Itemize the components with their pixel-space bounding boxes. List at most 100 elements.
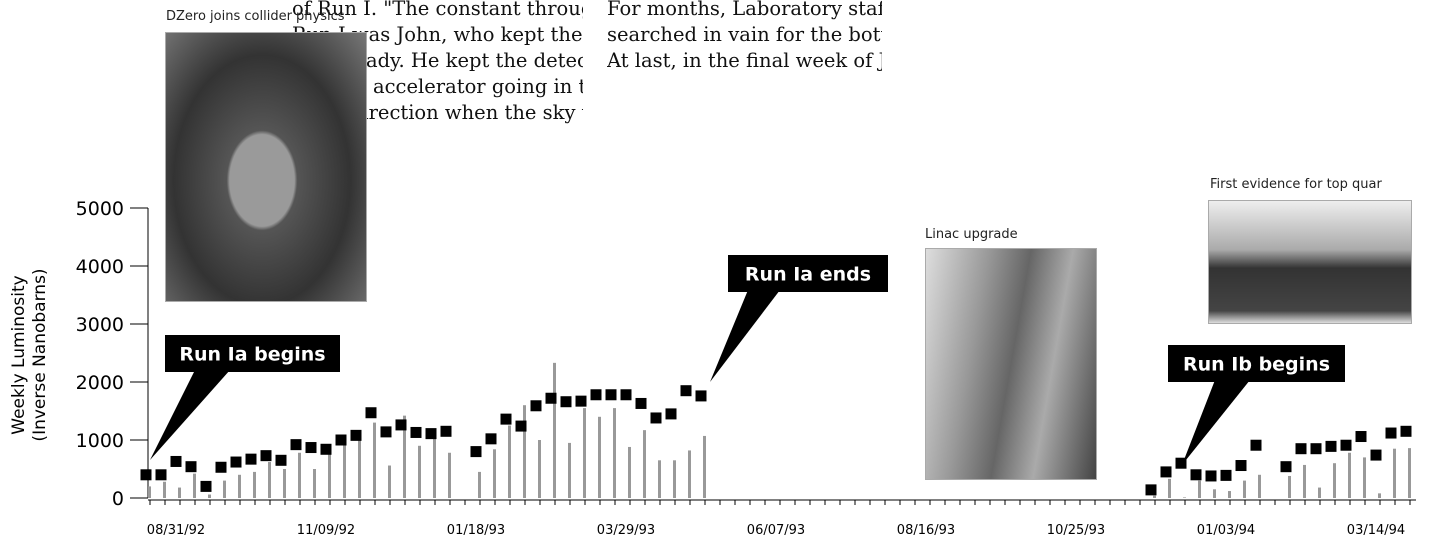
x-tick-label: 01/18/93	[447, 523, 505, 538]
y-tick-label: 5000	[76, 198, 124, 220]
point	[651, 412, 662, 423]
page: {"chart_data": {"type": "combo", "y_labe…	[0, 0, 1432, 549]
point	[216, 462, 227, 473]
y-axis-label: Weekly Luminosity	[9, 275, 29, 434]
point	[516, 421, 527, 432]
bar	[268, 462, 271, 498]
bar	[1303, 465, 1306, 498]
callout-pointer	[150, 370, 230, 460]
point	[696, 390, 707, 401]
x-tick-label: 03/29/93	[597, 523, 655, 538]
chart: Weekly Luminosity (Inverse Nanobarns) 01…	[0, 0, 1432, 549]
point	[1296, 443, 1307, 454]
bar	[688, 450, 691, 498]
bar	[163, 482, 166, 498]
bar	[1408, 448, 1411, 498]
point	[411, 427, 422, 438]
point	[366, 407, 377, 418]
x-tick-label: 08/16/93	[897, 523, 955, 538]
point	[351, 430, 362, 441]
bar	[448, 453, 451, 498]
point	[321, 444, 332, 455]
bar	[613, 408, 616, 498]
point	[621, 389, 632, 400]
bar	[583, 408, 586, 498]
annotation: Run Ia ends	[745, 264, 871, 286]
bar	[1198, 481, 1201, 498]
bar	[1228, 491, 1231, 498]
bar	[1168, 479, 1171, 498]
bar	[1243, 481, 1246, 498]
point	[141, 469, 152, 480]
point	[606, 389, 617, 400]
bar	[658, 460, 661, 498]
point	[1341, 440, 1352, 451]
bar	[1363, 457, 1366, 498]
bar	[433, 437, 436, 498]
point	[681, 385, 692, 396]
point	[471, 446, 482, 457]
point	[531, 400, 542, 411]
bar	[598, 417, 601, 498]
bar	[223, 481, 226, 498]
y-tick-label: 4000	[76, 256, 124, 278]
y-tick-label: 3000	[76, 314, 124, 336]
point	[576, 396, 587, 407]
point	[261, 450, 272, 461]
y-tick-label: 1000	[76, 430, 124, 452]
bar	[253, 472, 256, 498]
point	[501, 414, 512, 425]
point	[1371, 450, 1382, 461]
bar	[1153, 496, 1156, 498]
point	[666, 408, 677, 419]
point	[1161, 466, 1172, 477]
bar	[1378, 493, 1381, 498]
x-tick-label: 10/25/93	[1047, 523, 1105, 538]
point	[546, 393, 557, 404]
bar	[508, 426, 511, 499]
y-tick-label: 0	[112, 488, 124, 510]
bar	[1348, 453, 1351, 498]
point	[486, 433, 497, 444]
point	[186, 461, 197, 472]
bar	[1288, 476, 1291, 498]
point	[1281, 461, 1292, 472]
point	[1311, 443, 1322, 454]
bar	[568, 443, 571, 498]
bar	[478, 472, 481, 498]
point	[1401, 426, 1412, 437]
x-tick-label: 01/03/94	[1197, 523, 1255, 538]
bar	[178, 488, 181, 498]
x-tick-label: 11/09/92	[297, 523, 355, 538]
point	[1146, 484, 1157, 495]
point	[1326, 441, 1337, 452]
annotation: Run Ib begins	[1183, 354, 1330, 376]
point	[231, 457, 242, 468]
bar	[1333, 463, 1336, 498]
point	[441, 426, 452, 437]
callout-pointer	[1182, 380, 1250, 465]
x-tick-label: 06/07/93	[747, 523, 805, 538]
bar	[238, 475, 241, 498]
callout-pointer	[710, 290, 780, 382]
bar	[418, 446, 421, 498]
bar	[208, 495, 211, 498]
bar	[193, 474, 196, 498]
bar	[703, 436, 706, 498]
bar	[523, 405, 526, 498]
point	[561, 396, 572, 407]
bar	[553, 363, 556, 498]
bar	[1258, 475, 1261, 498]
point	[1236, 460, 1247, 471]
x-tick-label: 03/14/94	[1347, 523, 1405, 538]
bar	[298, 453, 301, 498]
bar	[1213, 489, 1216, 498]
point	[381, 426, 392, 437]
bar	[328, 454, 331, 498]
bar	[1183, 497, 1186, 498]
point	[291, 439, 302, 450]
bar	[493, 449, 496, 498]
bar	[148, 486, 151, 498]
y-axis-label: (Inverse Nanobarns)	[30, 268, 50, 441]
point	[1206, 470, 1217, 481]
